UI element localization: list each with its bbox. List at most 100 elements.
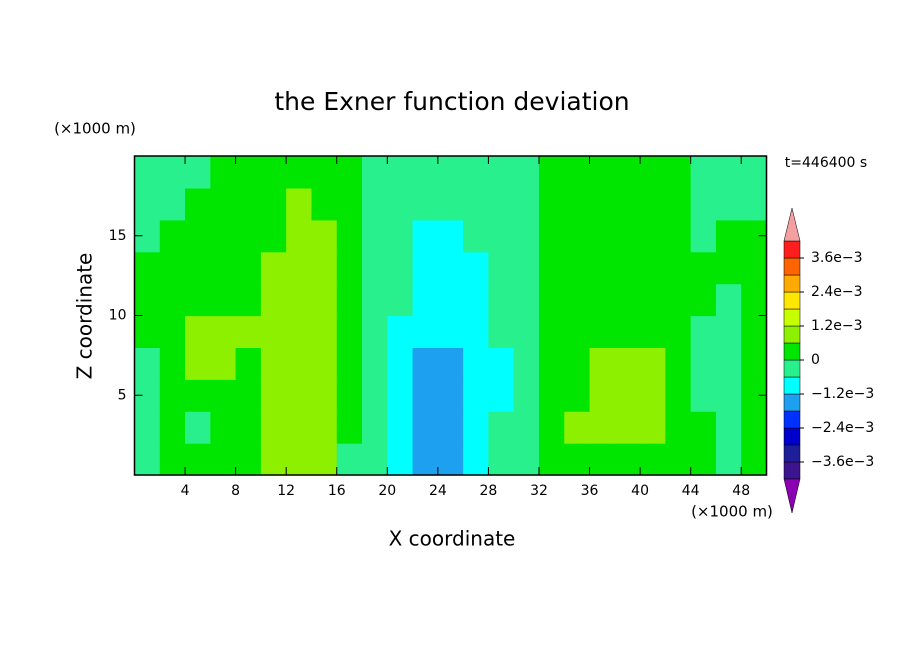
contour-cell — [260, 156, 287, 189]
contour-cell — [463, 443, 490, 476]
contour-cell — [463, 251, 490, 285]
contour-cell — [210, 156, 237, 189]
contour-cell — [564, 187, 591, 221]
contour-cell — [260, 187, 287, 221]
contour-cell — [134, 283, 161, 317]
contour-cell — [538, 411, 565, 444]
contour-cell — [387, 443, 414, 476]
contour-cell — [513, 219, 540, 253]
contour-cell — [311, 283, 338, 317]
contour-cell — [640, 347, 666, 380]
colorbar-swatch — [783, 342, 801, 361]
contour-cell — [488, 411, 515, 444]
contour-cell — [538, 219, 565, 253]
contour-cell — [260, 219, 287, 253]
contour-cell — [690, 443, 717, 476]
contour-cell — [336, 283, 363, 317]
contour-cell — [134, 347, 161, 380]
contour-cell — [640, 219, 666, 253]
contour-cell — [538, 283, 565, 317]
contour-cell — [589, 187, 616, 221]
contour-cell — [362, 251, 388, 285]
contour-cell — [488, 283, 515, 317]
colorbar-tick-label: 0 — [811, 352, 820, 368]
x-tick-label: 16 — [328, 483, 346, 499]
contour-cell — [741, 315, 768, 348]
y-axis-label: Z coordinate — [73, 253, 97, 380]
contour-cell — [513, 187, 540, 221]
contour-cell — [665, 315, 692, 348]
contour-cell — [362, 315, 388, 348]
chart-title: the Exner function deviation — [274, 87, 629, 116]
contour-cell — [437, 379, 464, 412]
contour-cell — [715, 283, 742, 317]
contour-cell — [159, 411, 186, 444]
contour-cell — [362, 187, 388, 221]
contour-cell — [286, 315, 313, 348]
contour-cell — [235, 251, 262, 285]
contour-cell — [614, 411, 641, 444]
contour-cell — [159, 251, 186, 285]
contour-cell — [235, 156, 262, 189]
contour-cell — [260, 315, 287, 348]
contour-cell — [488, 187, 515, 221]
contour-cell — [185, 411, 211, 444]
contour-cell — [210, 443, 237, 476]
contour-cell — [614, 156, 641, 189]
contour-cell — [362, 443, 388, 476]
colorbar-under — [783, 478, 801, 514]
contour-cell — [210, 315, 237, 348]
contour-cell — [412, 379, 439, 412]
contour-cell — [640, 187, 666, 221]
contour-cell — [463, 411, 490, 444]
contour-cell — [665, 219, 692, 253]
contour-cell — [286, 156, 313, 189]
contour-cell — [159, 347, 186, 380]
contour-cell — [311, 156, 338, 189]
contour-cell — [210, 283, 237, 317]
contour-cell — [235, 187, 262, 221]
contour-cell — [715, 219, 742, 253]
colorbar-tick-label: 2.4e−3 — [811, 284, 863, 300]
contour-cell — [690, 156, 717, 189]
contour-cell — [741, 156, 768, 189]
contour-cell — [412, 443, 439, 476]
contour-cell — [235, 315, 262, 348]
colorbar-swatch — [783, 240, 801, 259]
contour-cell — [286, 443, 313, 476]
contour-cell — [387, 347, 414, 380]
contour-cell — [614, 187, 641, 221]
contour-cell — [690, 315, 717, 348]
contour-cell — [513, 156, 540, 189]
contour-cell — [640, 411, 666, 444]
contour-cell — [589, 219, 616, 253]
contour-cell — [513, 411, 540, 444]
contour-cell — [690, 187, 717, 221]
contour-cell — [336, 379, 363, 412]
contour-cell — [412, 219, 439, 253]
contour-cell — [362, 347, 388, 380]
contour-cell — [741, 411, 768, 444]
contour-cell — [311, 379, 338, 412]
contour-cell — [538, 379, 565, 412]
y-tick-label: 15 — [109, 228, 127, 244]
colorbar-swatch — [783, 376, 801, 395]
contour-cell — [564, 283, 591, 317]
contour-cell — [185, 283, 211, 317]
contour-cell — [286, 187, 313, 221]
contour-cell — [690, 251, 717, 285]
contour-cell — [564, 315, 591, 348]
contour-cell — [387, 283, 414, 317]
contour-cell — [488, 219, 515, 253]
contour-cell — [159, 187, 186, 221]
contour-cell — [741, 187, 768, 221]
y-tick-label: 10 — [109, 308, 127, 324]
contour-cell — [387, 315, 414, 348]
colorbar-swatch — [783, 308, 801, 327]
contour-cell — [690, 411, 717, 444]
x-tick-label: 28 — [480, 483, 498, 499]
colorbar-swatch — [783, 274, 801, 293]
contour-cell — [564, 251, 591, 285]
contour-cell — [488, 443, 515, 476]
contour-cell — [589, 251, 616, 285]
